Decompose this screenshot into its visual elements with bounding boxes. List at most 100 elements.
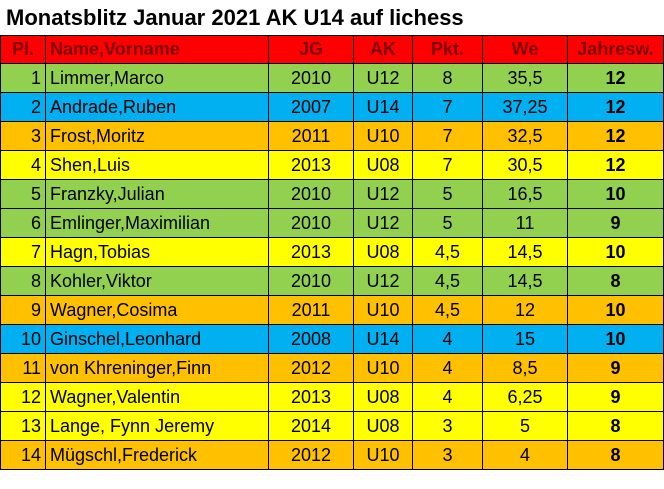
table-cell: 12 [567, 150, 664, 180]
table-cell: Wagner,Cosima [45, 295, 269, 325]
table-cell: Emlinger,Maximilian [45, 208, 269, 238]
table-cell: 15 [482, 324, 568, 354]
table-cell: 8 [567, 266, 664, 296]
table-cell: 5 [412, 179, 483, 209]
table-cell: 6 [0, 208, 46, 238]
column-header: Jahresw. [567, 35, 664, 64]
table-cell: 2013 [268, 237, 354, 267]
table-cell: 4 [412, 324, 483, 354]
table-row: 12 Wagner,Valentin 2013 U08 4 6,25 9 [0, 382, 664, 412]
column-header: Name,Vorname [45, 35, 269, 64]
table-cell: 7 [0, 237, 46, 267]
table-cell: 2014 [268, 411, 354, 441]
table-row: 9 Wagner,Cosima 2011 U10 4,5 12 10 [0, 295, 664, 325]
table-cell: 4 [482, 440, 568, 470]
table-cell: Mügschl,Frederick [45, 440, 269, 470]
table-cell: U10 [353, 440, 413, 470]
table-cell: 32,5 [482, 121, 568, 151]
table-cell: 12 [482, 295, 568, 325]
table-cell: 3 [412, 440, 483, 470]
table-cell: Kohler,Viktor [45, 266, 269, 296]
table-cell: 10 [0, 324, 46, 354]
table-cell: 2013 [268, 382, 354, 412]
table-cell: 37,25 [482, 92, 568, 122]
table-cell: U12 [353, 266, 413, 296]
table-cell: 7 [412, 150, 483, 180]
table-cell: 5 [0, 179, 46, 209]
table-cell: 11 [482, 208, 568, 238]
table-cell: U12 [353, 63, 413, 93]
table-cell: U12 [353, 179, 413, 209]
table-cell: 9 [567, 208, 664, 238]
table-cell: 7 [412, 92, 483, 122]
table-row: 6 Emlinger,Maximilian 2010 U12 5 11 9 [0, 208, 664, 238]
table-cell: 10 [567, 295, 664, 325]
table-cell: 8 [412, 63, 483, 93]
table-cell: 2008 [268, 324, 354, 354]
table-cell: 35,5 [482, 63, 568, 93]
table-row: 14 Mügschl,Frederick 2012 U10 3 4 8 [0, 440, 664, 470]
table-cell: U12 [353, 208, 413, 238]
table-cell: 10 [567, 324, 664, 354]
table-cell: Wagner,Valentin [45, 382, 269, 412]
table-cell: 1 [0, 63, 46, 93]
table-row: 2 Andrade,Ruben 2007 U14 7 37,25 12 [0, 92, 664, 122]
table-row: 1 Limmer,Marco 2010 U12 8 35,5 12 [0, 63, 664, 93]
table-cell: 4,5 [412, 295, 483, 325]
table-row: 13 Lange, Fynn Jeremy 2014 U08 3 5 8 [0, 411, 664, 441]
table-cell: 4 [412, 353, 483, 383]
table-row: 4 Shen,Luis 2013 U08 7 30,5 12 [0, 150, 664, 180]
table-cell: 2010 [268, 266, 354, 296]
ranking-table: Pl. Name,Vorname JG AK Pkt. We Jahresw. 1 Limme… [0, 35, 664, 470]
table-cell: U14 [353, 324, 413, 354]
table-cell: 11 [0, 353, 46, 383]
table-cell: 7 [412, 121, 483, 151]
table-row: 3 Frost,Moritz 2011 U10 7 32,5 12 [0, 121, 664, 151]
table-cell: 4,5 [412, 237, 483, 267]
table-cell: U08 [353, 237, 413, 267]
table-cell: Franzky,Julian [45, 179, 269, 209]
table-cell: U10 [353, 295, 413, 325]
table-cell: 14,5 [482, 266, 568, 296]
table-cell: 12 [567, 121, 664, 151]
table-cell: 3 [0, 121, 46, 151]
column-header: AK [353, 35, 413, 64]
column-header: JG [268, 35, 354, 64]
table-cell: 9 [567, 382, 664, 412]
header-row: Pl. Name,Vorname JG AK Pkt. We Jahresw. [0, 35, 664, 64]
table-cell: U08 [353, 150, 413, 180]
table-cell: Hagn,Tobias [45, 237, 269, 267]
table-cell: 4 [0, 150, 46, 180]
table-cell: 13 [0, 411, 46, 441]
table-cell: 2010 [268, 63, 354, 93]
table-row: 10 Ginschel,Leonhard 2008 U14 4 15 10 [0, 324, 664, 354]
table-cell: 3 [412, 411, 483, 441]
table-cell: U08 [353, 382, 413, 412]
table-body: 1 Limmer,Marco 2010 U12 8 35,5 12 2 Andrade,Rube… [0, 63, 664, 470]
table-cell: 14,5 [482, 237, 568, 267]
table-cell: 4,5 [412, 266, 483, 296]
table-cell: 2011 [268, 295, 354, 325]
table-cell: 8 [567, 440, 664, 470]
table-cell: 8 [0, 266, 46, 296]
table-cell: 10 [567, 237, 664, 267]
table-cell: 2007 [268, 92, 354, 122]
table-cell: 2010 [268, 208, 354, 238]
table-cell: Limmer,Marco [45, 63, 269, 93]
table-cell: U08 [353, 411, 413, 441]
table-cell: Andrade,Ruben [45, 92, 269, 122]
table-cell: 14 [0, 440, 46, 470]
table-cell: 2013 [268, 150, 354, 180]
table-cell: 10 [567, 179, 664, 209]
table-cell: 12 [567, 63, 664, 93]
table-cell: U14 [353, 92, 413, 122]
table-cell: 2010 [268, 179, 354, 209]
table-cell: 2 [0, 92, 46, 122]
table-cell: 5 [482, 411, 568, 441]
table-cell: 5 [412, 208, 483, 238]
table-cell: 8,5 [482, 353, 568, 383]
table-cell: 2012 [268, 353, 354, 383]
table-cell: 30,5 [482, 150, 568, 180]
title: Monatsblitz Januar 2021 AK U14 auf liche… [6, 5, 464, 30]
column-header: Pl. [0, 35, 46, 64]
